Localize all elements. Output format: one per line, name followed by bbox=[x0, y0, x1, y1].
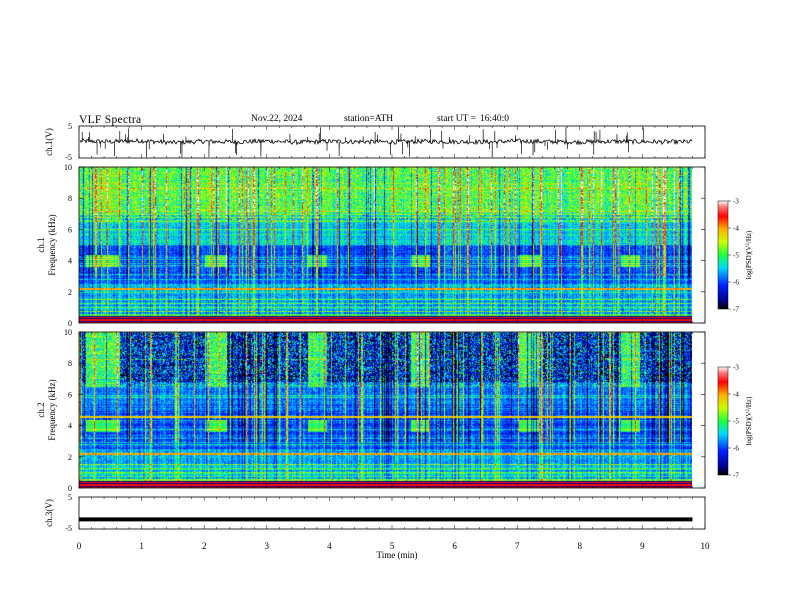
ch1-colorbar bbox=[717, 200, 729, 310]
ch3-waveform-frame bbox=[78, 496, 706, 530]
ch1-ytick-5: 5 bbox=[68, 122, 72, 131]
colorbar-tick-label: -4 bbox=[733, 225, 739, 233]
freq-tick-label-0: 0 bbox=[68, 319, 72, 328]
x-tick-label-10: 10 bbox=[701, 541, 711, 551]
colorbar-tick-label: -7 bbox=[733, 306, 739, 314]
colorbar-tick-label: -5 bbox=[733, 418, 739, 426]
x-tick-label-6: 6 bbox=[452, 541, 457, 551]
freq-tick-label-8: 8 bbox=[68, 359, 72, 368]
x-tick-labels: 0 1 2 3 4 5 6 7 8 9 10 bbox=[77, 541, 710, 551]
ch2-frequency-ticks: 0 2 4 6 8 10 bbox=[64, 328, 705, 493]
x-tick-label-5: 5 bbox=[390, 541, 395, 551]
ch1-colorbar-ticks: -3 -4 -5 -6 -7 bbox=[728, 198, 739, 314]
x-tick-label-8: 8 bbox=[578, 541, 583, 551]
station-label: station=ATH bbox=[344, 114, 394, 124]
x-tick-label-3: 3 bbox=[265, 541, 270, 551]
chart-title: VLF Spectra bbox=[79, 114, 142, 126]
ch1-waveform-ylabel: ch.1(V) bbox=[44, 128, 54, 156]
time-tick-marks bbox=[78, 126, 706, 529]
freq-tick-label-6: 6 bbox=[68, 390, 72, 399]
x-tick-label-9: 9 bbox=[640, 541, 645, 551]
colorbar-tick-label: -3 bbox=[733, 364, 739, 372]
ch3-ytick-minus5: -5 bbox=[65, 524, 72, 533]
ch1-ytick-minus5: -5 bbox=[65, 153, 72, 162]
freq-tick-label-6: 6 bbox=[68, 225, 72, 234]
ch1-frequency-ticks: 0 2 4 6 8 10 bbox=[64, 163, 705, 328]
x-tick-label-2: 2 bbox=[202, 541, 207, 551]
freq-tick-label-10: 10 bbox=[64, 328, 72, 337]
freq-tick-label-8: 8 bbox=[68, 194, 72, 203]
start-time-label: start UT = 16:40:0 bbox=[437, 114, 509, 124]
start-ut-label: start UT = bbox=[437, 114, 476, 124]
freq-tick-label-0: 0 bbox=[68, 484, 72, 493]
ch1-spectrogram-image bbox=[79, 167, 692, 323]
ch1-spectrogram-ylabel: Frequency (kHz) bbox=[47, 214, 57, 275]
colorbar-tick-label: -6 bbox=[733, 445, 739, 453]
x-axis-label: Time (min) bbox=[377, 550, 418, 560]
date-label: Nov.22, 2024 bbox=[251, 114, 303, 124]
ch2-spectrogram-ylabel: Frequency (kHz) bbox=[47, 379, 57, 440]
colorbar-tick-label: -6 bbox=[733, 279, 739, 287]
ch1-spikes bbox=[81, 127, 645, 158]
colorbar-tick-label: -5 bbox=[733, 252, 739, 260]
ch1-colorbar-label: log(PSD)(V2/Hz) bbox=[745, 230, 753, 279]
colorbar-tick-label: -7 bbox=[733, 472, 739, 480]
ch1-waveform-panel: 5 -5 ch.1(V) bbox=[44, 122, 706, 162]
start-ut-value: 16:40:0 bbox=[479, 114, 509, 124]
colorbar-tick-label: -4 bbox=[733, 391, 739, 399]
x-tick-label-7: 7 bbox=[515, 541, 520, 551]
freq-tick-label-2: 2 bbox=[68, 288, 72, 297]
x-tick-label-4: 4 bbox=[327, 541, 332, 551]
ch2-colorbar-label: log(PSD)(V2/Hz) bbox=[745, 396, 753, 445]
ch3-waveform-ylabel: ch.3(V) bbox=[44, 499, 54, 527]
ch2-colorbar bbox=[717, 366, 729, 476]
freq-tick-label-2: 2 bbox=[68, 453, 72, 462]
ch3-waveform-panel: 5 -5 ch.3(V) bbox=[44, 493, 706, 533]
x-tick-label-1: 1 bbox=[139, 541, 144, 551]
ch2-spectrogram-channel-label: ch.2 bbox=[36, 402, 46, 417]
x-tick-label-0: 0 bbox=[77, 541, 82, 551]
freq-tick-label-10: 10 bbox=[64, 163, 72, 172]
ch3-ytick-5: 5 bbox=[68, 493, 72, 502]
ch1-spectrogram-channel-label: ch.1 bbox=[36, 237, 46, 252]
freq-tick-label-4: 4 bbox=[68, 422, 72, 431]
freq-tick-label-4: 4 bbox=[68, 257, 72, 266]
ch2-colorbar-ticks: -3 -4 -5 -6 -7 bbox=[728, 364, 739, 480]
ch2-spectrogram-image bbox=[79, 332, 692, 488]
colorbar-tick-label: -3 bbox=[733, 198, 739, 206]
